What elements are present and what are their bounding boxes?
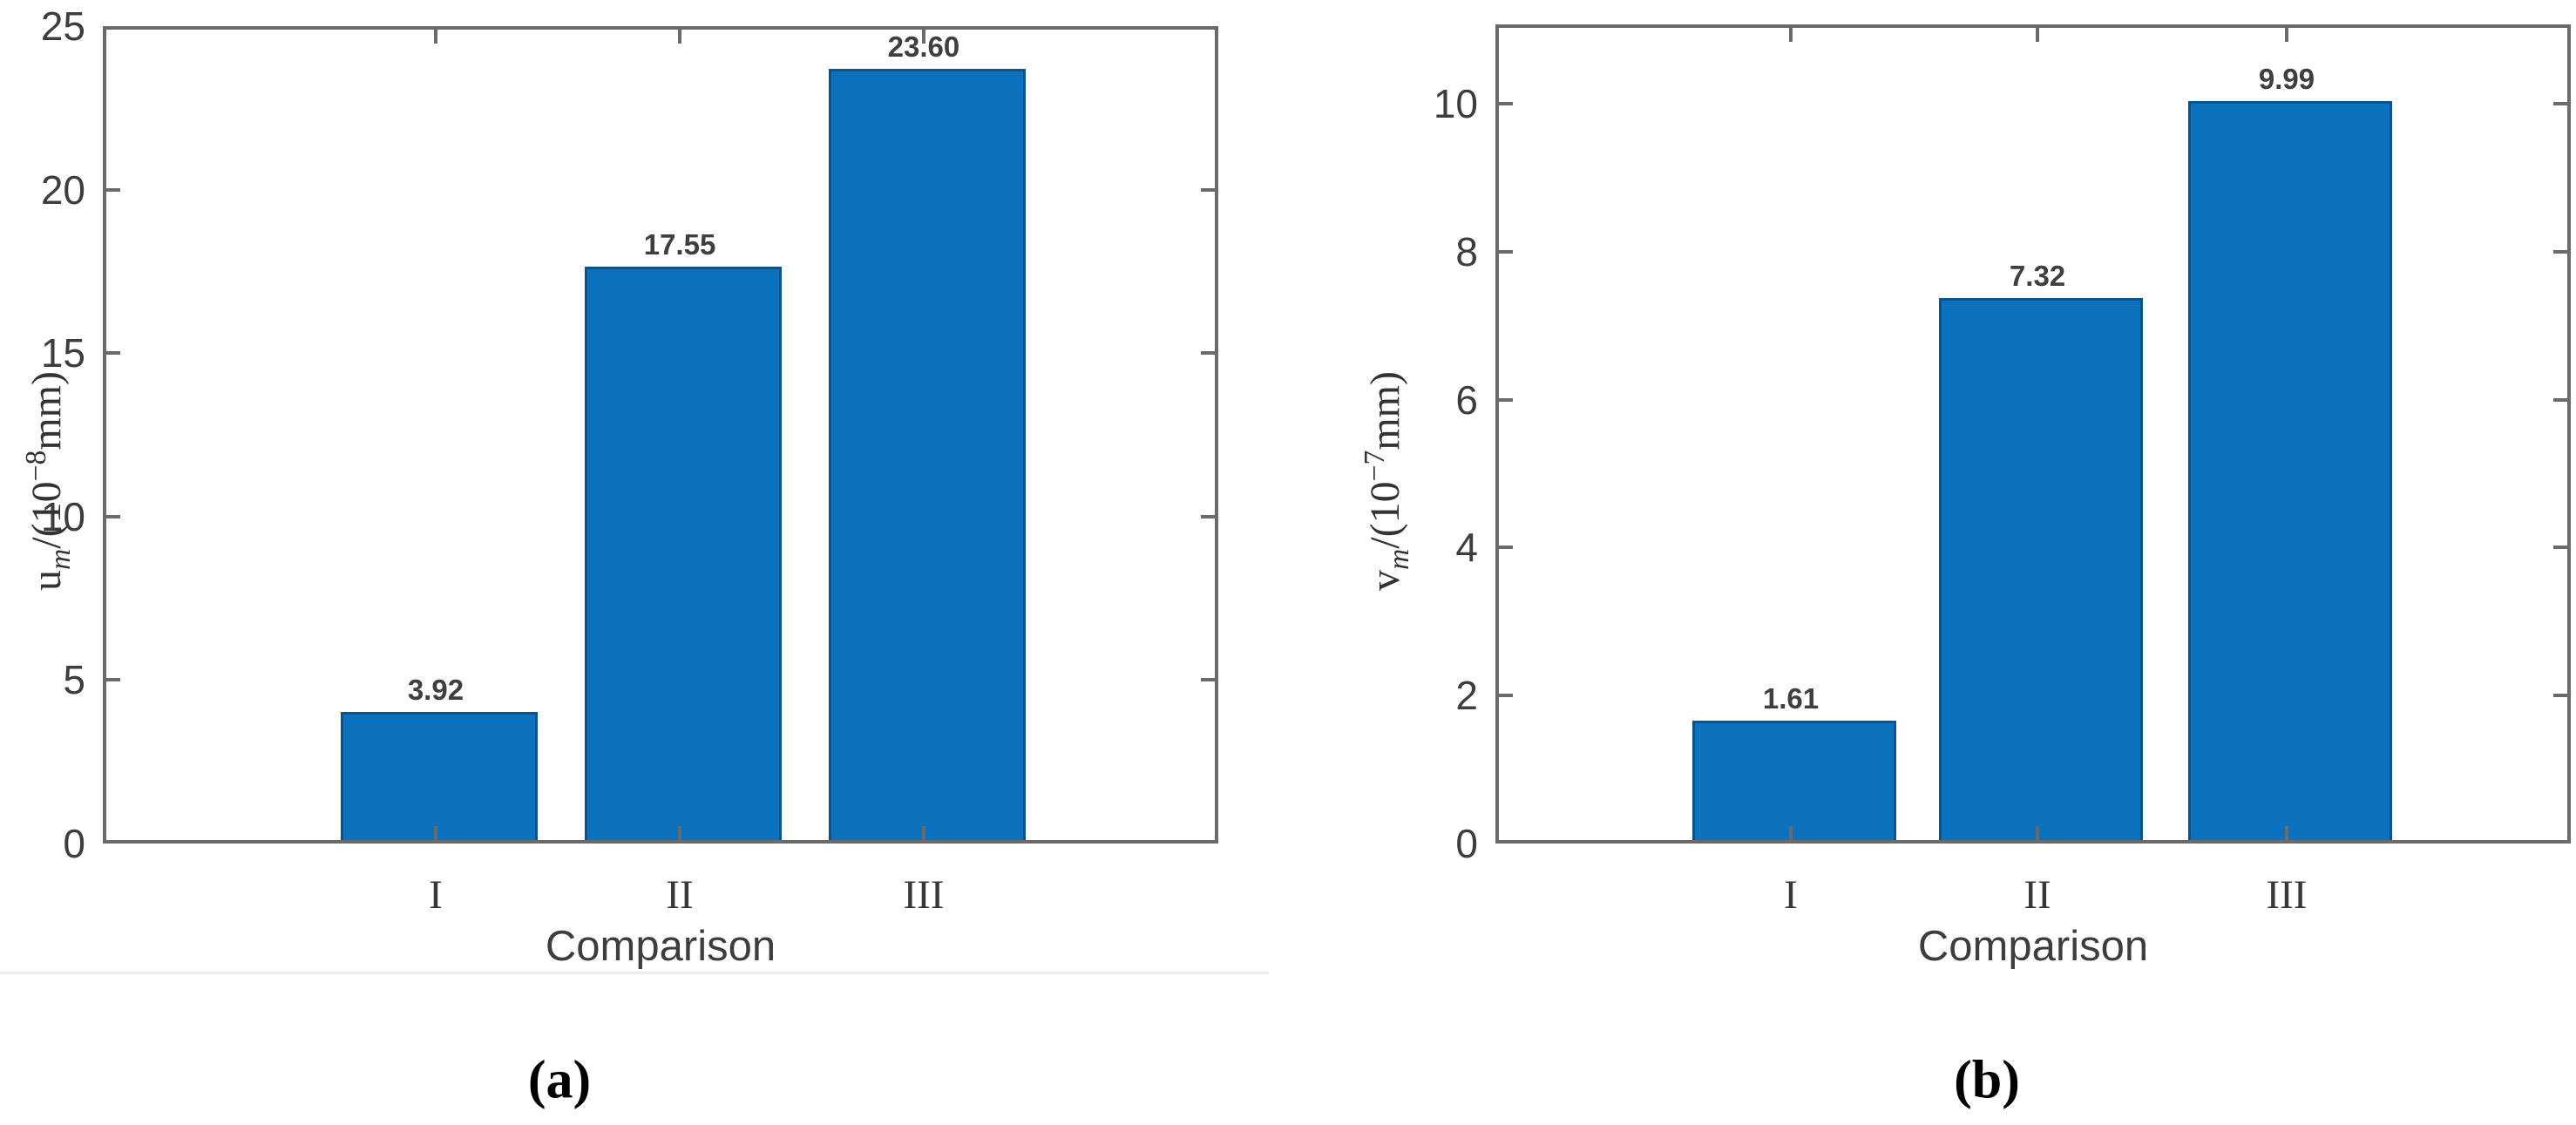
bar-value-label: 7.32 xyxy=(2009,260,2066,293)
bar-i xyxy=(1691,721,1897,840)
y-tick-label: 2 xyxy=(1455,673,1478,719)
x-axis-label: Comparison xyxy=(545,923,776,970)
y-tick-mark-right xyxy=(2553,546,2571,550)
subfigure-caption-a: (a) xyxy=(527,1050,592,1110)
bar-iii xyxy=(829,68,1026,840)
y-tick-mark-right xyxy=(1201,514,1218,518)
y-tick-mark-right xyxy=(2553,694,2571,698)
bar-value-label: 17.55 xyxy=(643,227,716,261)
plot-area-b xyxy=(1495,24,2571,844)
x-category-label: II xyxy=(2024,872,2051,918)
bar-value-label: 9.99 xyxy=(2258,62,2315,95)
y-tick-mark-left xyxy=(103,514,120,518)
y-axis-variable: v xyxy=(1362,569,1409,591)
x-tick-mark-top xyxy=(433,26,437,44)
y-tick-mark-right xyxy=(1201,678,1218,682)
y-tick-label: 5 xyxy=(63,657,85,703)
subfigure-caption-b: (b) xyxy=(1954,1050,2020,1110)
x-category-label: I xyxy=(429,872,443,918)
y-tick-mark-left xyxy=(1495,397,1513,402)
x-tick-mark-bottom xyxy=(433,826,437,844)
y-tick-label: 15 xyxy=(40,330,85,376)
bar-ii xyxy=(585,266,782,840)
x-tick-mark-top xyxy=(678,26,682,44)
y-axis-variable: u xyxy=(24,569,71,591)
y-axis-label: vm/(10−7mm) xyxy=(1359,371,1415,591)
y-tick-mark-left xyxy=(103,678,120,682)
y-tick-label: 20 xyxy=(40,166,85,213)
x-tick-mark-bottom xyxy=(921,826,925,844)
x-tick-mark-bottom xyxy=(2284,826,2288,844)
plot-area-a xyxy=(103,26,1218,844)
bar-value-label: 3.92 xyxy=(407,673,464,706)
y-tick-mark-left xyxy=(1495,249,1513,254)
y-tick-mark-left xyxy=(1495,101,1513,105)
y-tick-mark-left xyxy=(1495,694,1513,698)
x-category-label: III xyxy=(2266,872,2308,918)
x-tick-mark-top xyxy=(2284,24,2288,42)
x-category-label: II xyxy=(666,872,694,918)
bar-i xyxy=(341,711,538,840)
y-tick-label: 25 xyxy=(40,3,85,49)
bar-ii xyxy=(1938,298,2144,840)
y-tick-label: 4 xyxy=(1455,525,1478,571)
y-tick-label: 6 xyxy=(1455,376,1478,423)
y-tick-label: 0 xyxy=(63,821,85,866)
y-tick-mark-left xyxy=(103,351,120,356)
y-tick-label: 8 xyxy=(1455,228,1478,274)
y-tick-mark-right xyxy=(2553,101,2571,105)
bar-value-label: 1.61 xyxy=(1762,682,1820,715)
y-tick-mark-right xyxy=(2553,249,2571,254)
y-tick-mark-left xyxy=(1495,546,1513,550)
x-tick-mark-top xyxy=(2036,24,2040,42)
bar-iii xyxy=(2187,100,2393,840)
y-tick-mark-right xyxy=(1201,351,1218,356)
x-tick-mark-top xyxy=(921,26,925,44)
y-tick-label: 10 xyxy=(40,493,85,539)
x-tick-mark-bottom xyxy=(1788,826,1793,844)
y-tick-label: 0 xyxy=(1455,821,1478,866)
x-tick-mark-bottom xyxy=(678,826,682,844)
y-axis-label: um/(10−8mm) xyxy=(20,371,77,591)
x-tick-mark-bottom xyxy=(2036,826,2040,844)
page-rule-artifact xyxy=(0,972,1269,974)
x-tick-mark-top xyxy=(1788,24,1793,42)
y-tick-mark-left xyxy=(103,187,120,192)
y-tick-mark-right xyxy=(1201,187,1218,192)
x-axis-label: Comparison xyxy=(1917,923,2149,970)
y-tick-mark-right xyxy=(2553,397,2571,402)
x-category-label: I xyxy=(1784,872,1798,918)
y-tick-label: 10 xyxy=(1433,80,1478,126)
x-category-label: III xyxy=(903,872,945,918)
